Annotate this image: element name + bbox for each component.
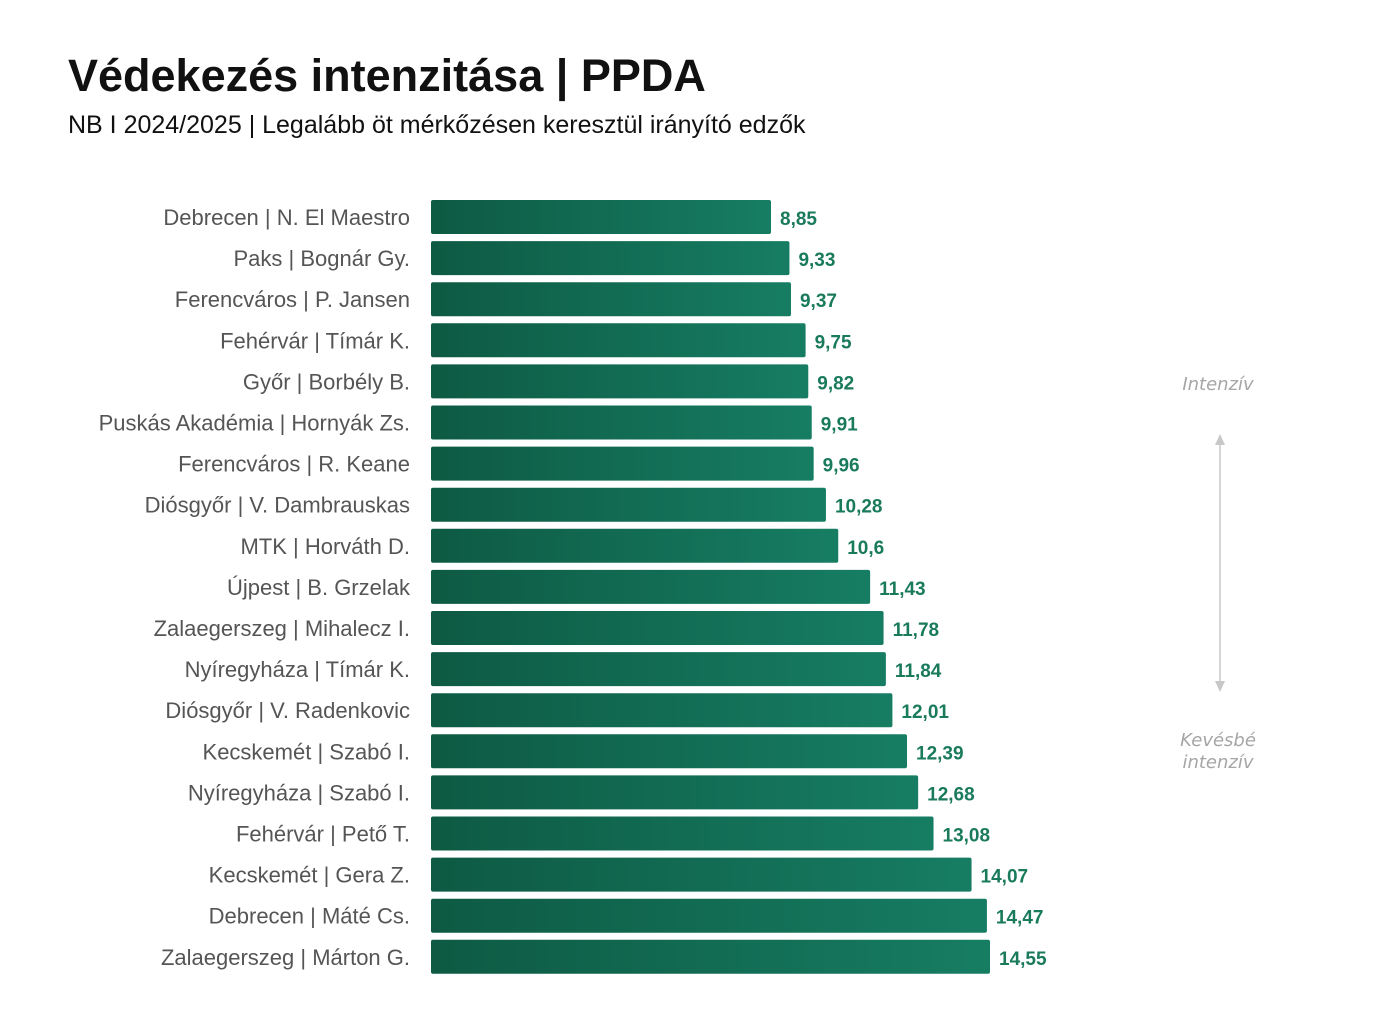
value-label: 11,43 xyxy=(879,579,926,600)
value-label: 14,47 xyxy=(996,908,1044,929)
bar xyxy=(431,939,990,974)
category-label: MTK | Horváth D. xyxy=(240,534,410,559)
scale-label-less-intensive: Kevésbé intenzív xyxy=(1148,730,1288,774)
bar xyxy=(431,775,919,810)
category-label: Nyíregyháza | Szabó I. xyxy=(188,780,410,805)
category-label: Ferencváros | R. Keane xyxy=(178,452,410,477)
bar xyxy=(431,323,806,358)
bar xyxy=(431,241,790,276)
value-label: 9,37 xyxy=(800,291,837,312)
bar xyxy=(431,405,812,440)
category-label: Fehérvár | Tímár K. xyxy=(220,328,410,353)
scale-arrow-icon xyxy=(1215,434,1225,692)
bars-layer: Debrecen | N. El Maestro 8,85 Paks | Bogná… xyxy=(99,200,1047,974)
category-label: Diósgyőr | V. Radenkovic xyxy=(165,698,410,723)
bar xyxy=(431,857,972,892)
value-label: 8,85 xyxy=(780,209,817,230)
category-label: Újpest | B. Grzelak xyxy=(227,575,411,600)
category-label: Puskás Akadémia | Hornyák Zs. xyxy=(99,411,410,436)
category-label: Győr | Borbély B. xyxy=(243,369,410,394)
value-label: 12,01 xyxy=(901,702,949,723)
category-label: Diósgyőr | V. Dambrauskas xyxy=(145,493,410,518)
value-label: 14,07 xyxy=(981,867,1029,888)
category-label: Nyíregyháza | Tímár K. xyxy=(185,657,410,682)
category-label: Debrecen | Máté Cs. xyxy=(209,904,410,929)
value-label: 9,75 xyxy=(815,332,852,353)
category-label: Kecskemét | Szabó I. xyxy=(203,739,410,764)
value-label: 11,84 xyxy=(895,661,942,682)
category-label: Debrecen | N. El Maestro xyxy=(163,205,410,230)
bar xyxy=(431,611,884,645)
value-label: 9,96 xyxy=(823,456,860,477)
scale-label-less-line2: intenzív xyxy=(1182,752,1254,773)
value-label: 13,08 xyxy=(943,826,991,847)
value-label: 10,6 xyxy=(847,538,884,559)
bar xyxy=(431,446,814,481)
value-label: 10,28 xyxy=(835,497,883,518)
bar xyxy=(431,528,839,563)
value-label: 12,39 xyxy=(916,743,964,764)
category-label: Paks | Bognár Gy. xyxy=(234,246,411,271)
value-label: 12,68 xyxy=(927,784,975,805)
scale-label-less-line1: Kevésbé xyxy=(1180,730,1256,751)
bar xyxy=(431,487,826,522)
category-label: Ferencváros | P. Jansen xyxy=(175,287,410,312)
chart-title: Védekezés intenzitása | PPDA xyxy=(68,50,706,101)
bar xyxy=(431,200,772,234)
bar xyxy=(431,816,934,851)
bar xyxy=(431,652,886,687)
chart-subtitle: NB I 2024/2025 | Legalább öt mérkőzésen … xyxy=(68,111,806,139)
bar xyxy=(431,693,893,728)
category-label: Kecskemét | Gera Z. xyxy=(209,863,410,888)
scale-label-intensive: Intenzív xyxy=(1182,374,1254,395)
value-label: 9,82 xyxy=(817,373,854,394)
category-label: Fehérvár | Pető T. xyxy=(236,822,410,847)
bar xyxy=(431,734,908,769)
bar xyxy=(431,364,809,399)
bar xyxy=(431,282,791,317)
bar xyxy=(431,898,987,933)
value-label: 9,33 xyxy=(798,250,835,271)
bar xyxy=(431,569,871,604)
value-label: 14,55 xyxy=(999,949,1047,970)
value-label: 11,78 xyxy=(893,620,940,641)
value-label: 9,91 xyxy=(821,415,858,436)
category-label: Zalaegerszeg | Márton G. xyxy=(161,945,410,970)
category-label: Zalaegerszeg | Mihalecz I. xyxy=(154,616,410,641)
